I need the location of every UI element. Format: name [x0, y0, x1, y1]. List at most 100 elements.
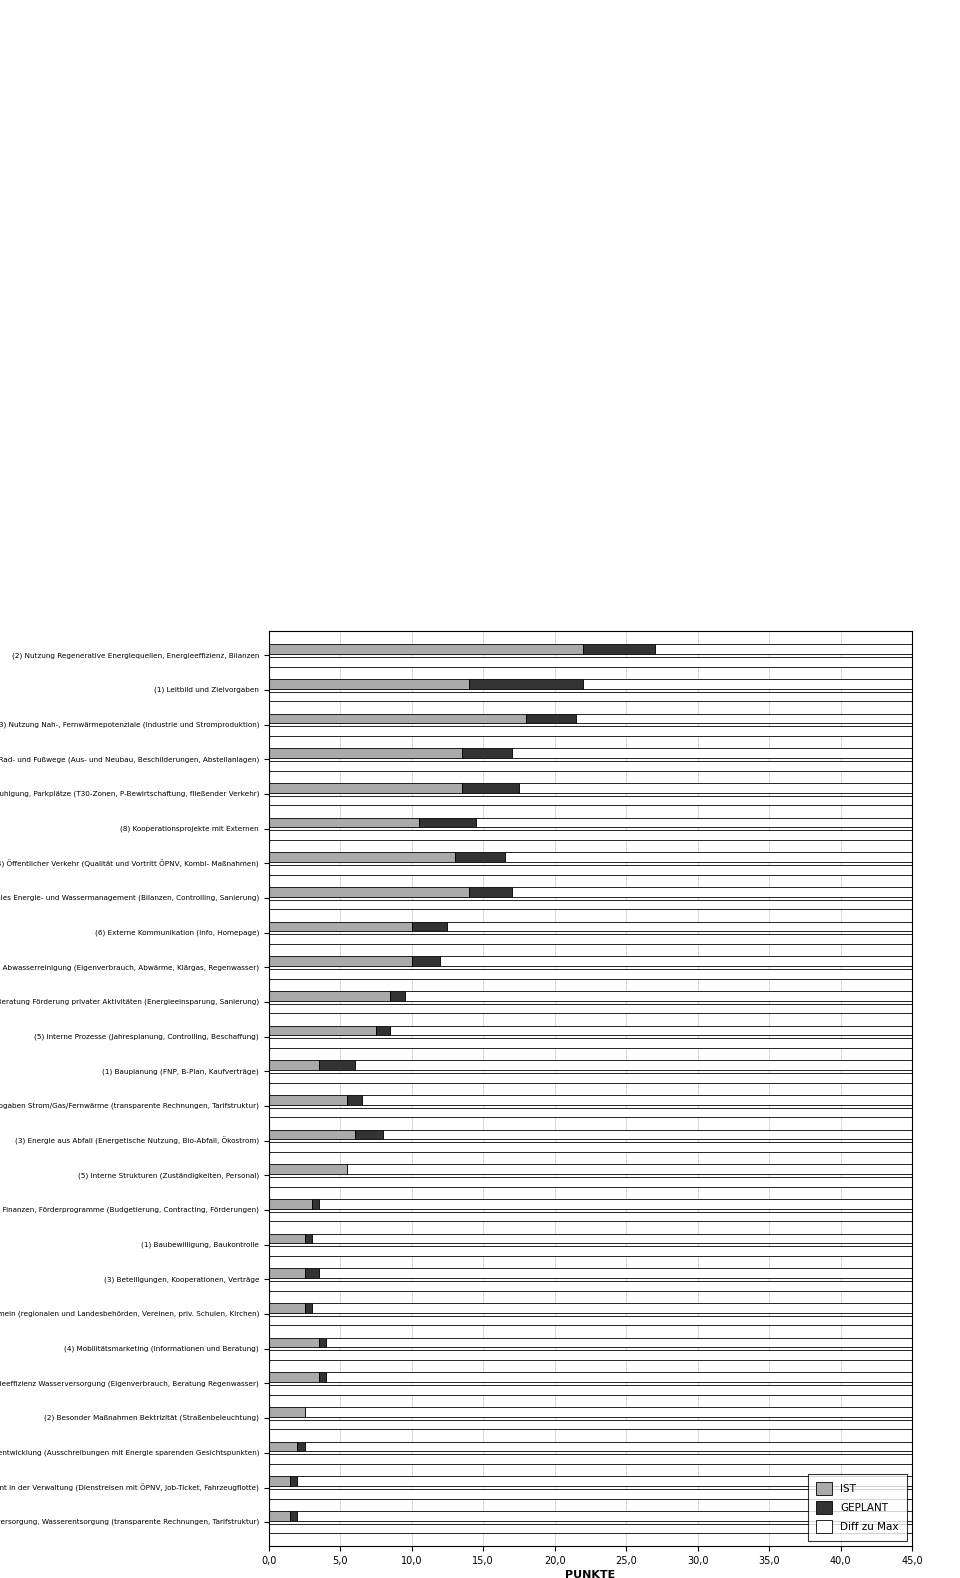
Bar — [269, 1373, 319, 1382]
Bar — [290, 1477, 298, 1486]
Bar — [269, 969, 912, 978]
Bar — [447, 922, 912, 931]
Bar — [269, 1038, 912, 1048]
Bar — [269, 1316, 912, 1326]
Bar — [505, 852, 912, 862]
Bar — [269, 899, 912, 909]
Bar — [269, 865, 912, 874]
Bar — [290, 1512, 298, 1521]
Bar — [419, 817, 476, 827]
Bar — [269, 1142, 912, 1152]
Bar — [269, 679, 468, 688]
Bar — [391, 991, 404, 1000]
Bar — [269, 1512, 290, 1521]
Bar — [269, 1351, 912, 1360]
Bar — [269, 1004, 912, 1013]
Bar — [326, 1373, 912, 1382]
Bar — [319, 1373, 326, 1382]
Bar — [269, 1108, 912, 1117]
Bar — [269, 830, 912, 839]
Bar — [576, 713, 912, 723]
Bar — [269, 1420, 912, 1430]
Bar — [462, 748, 512, 757]
Bar — [269, 817, 419, 827]
Bar — [298, 1477, 912, 1486]
Bar — [319, 1269, 912, 1278]
Bar — [269, 887, 468, 896]
Bar — [269, 1477, 290, 1486]
Bar — [312, 1303, 912, 1313]
Bar — [412, 922, 447, 931]
Bar — [269, 1408, 304, 1417]
Bar — [326, 1338, 912, 1348]
Bar — [312, 1234, 912, 1243]
Bar — [319, 1060, 354, 1070]
Legend: IST, GEPLANT, Diff zu Max: IST, GEPLANT, Diff zu Max — [807, 1474, 907, 1542]
Bar — [304, 1408, 912, 1417]
Bar — [348, 1095, 362, 1105]
Bar — [269, 1247, 912, 1256]
Bar — [269, 1303, 304, 1313]
Bar — [354, 1130, 383, 1139]
Bar — [269, 691, 912, 701]
Bar — [312, 1199, 319, 1209]
Bar — [269, 713, 526, 723]
Bar — [376, 1026, 391, 1035]
Bar — [269, 1338, 319, 1348]
Bar — [269, 922, 412, 931]
Bar — [304, 1442, 912, 1452]
Bar — [269, 783, 462, 792]
Bar — [269, 795, 912, 805]
Bar — [304, 1303, 312, 1313]
Bar — [269, 1199, 312, 1209]
Bar — [519, 783, 912, 792]
Bar — [298, 1512, 912, 1521]
Bar — [319, 1338, 326, 1348]
Bar — [391, 1026, 912, 1035]
Bar — [269, 1442, 298, 1452]
Bar — [404, 991, 912, 1000]
Bar — [269, 991, 391, 1000]
Bar — [269, 1455, 912, 1464]
Bar — [269, 1130, 354, 1139]
Bar — [462, 783, 519, 792]
Bar — [354, 1060, 912, 1070]
Bar — [269, 1385, 912, 1395]
Bar — [476, 817, 912, 827]
Bar — [269, 1177, 912, 1187]
Bar — [319, 1199, 912, 1209]
Bar — [269, 1524, 912, 1534]
Bar — [269, 1212, 912, 1221]
Bar — [584, 644, 655, 653]
Bar — [512, 887, 912, 896]
Bar — [269, 1026, 376, 1035]
Bar — [269, 1269, 304, 1278]
Bar — [512, 748, 912, 757]
Bar — [269, 748, 462, 757]
Bar — [655, 644, 912, 653]
Bar — [269, 934, 912, 944]
Bar — [298, 1442, 304, 1452]
Bar — [584, 679, 912, 688]
Bar — [304, 1269, 319, 1278]
X-axis label: PUNKTE: PUNKTE — [565, 1570, 615, 1578]
Bar — [269, 761, 912, 770]
Bar — [269, 1490, 912, 1499]
Bar — [269, 1073, 912, 1083]
Bar — [383, 1130, 912, 1139]
Bar — [468, 679, 584, 688]
Bar — [269, 1060, 319, 1070]
Bar — [441, 956, 912, 966]
Bar — [269, 726, 912, 735]
Bar — [269, 656, 912, 666]
Bar — [455, 852, 505, 862]
Bar — [269, 644, 584, 653]
Bar — [362, 1095, 912, 1105]
Bar — [269, 1281, 912, 1291]
Bar — [269, 1095, 348, 1105]
Bar — [412, 956, 441, 966]
Bar — [526, 713, 576, 723]
Bar — [348, 1165, 912, 1174]
Bar — [304, 1234, 312, 1243]
Bar — [269, 1234, 304, 1243]
